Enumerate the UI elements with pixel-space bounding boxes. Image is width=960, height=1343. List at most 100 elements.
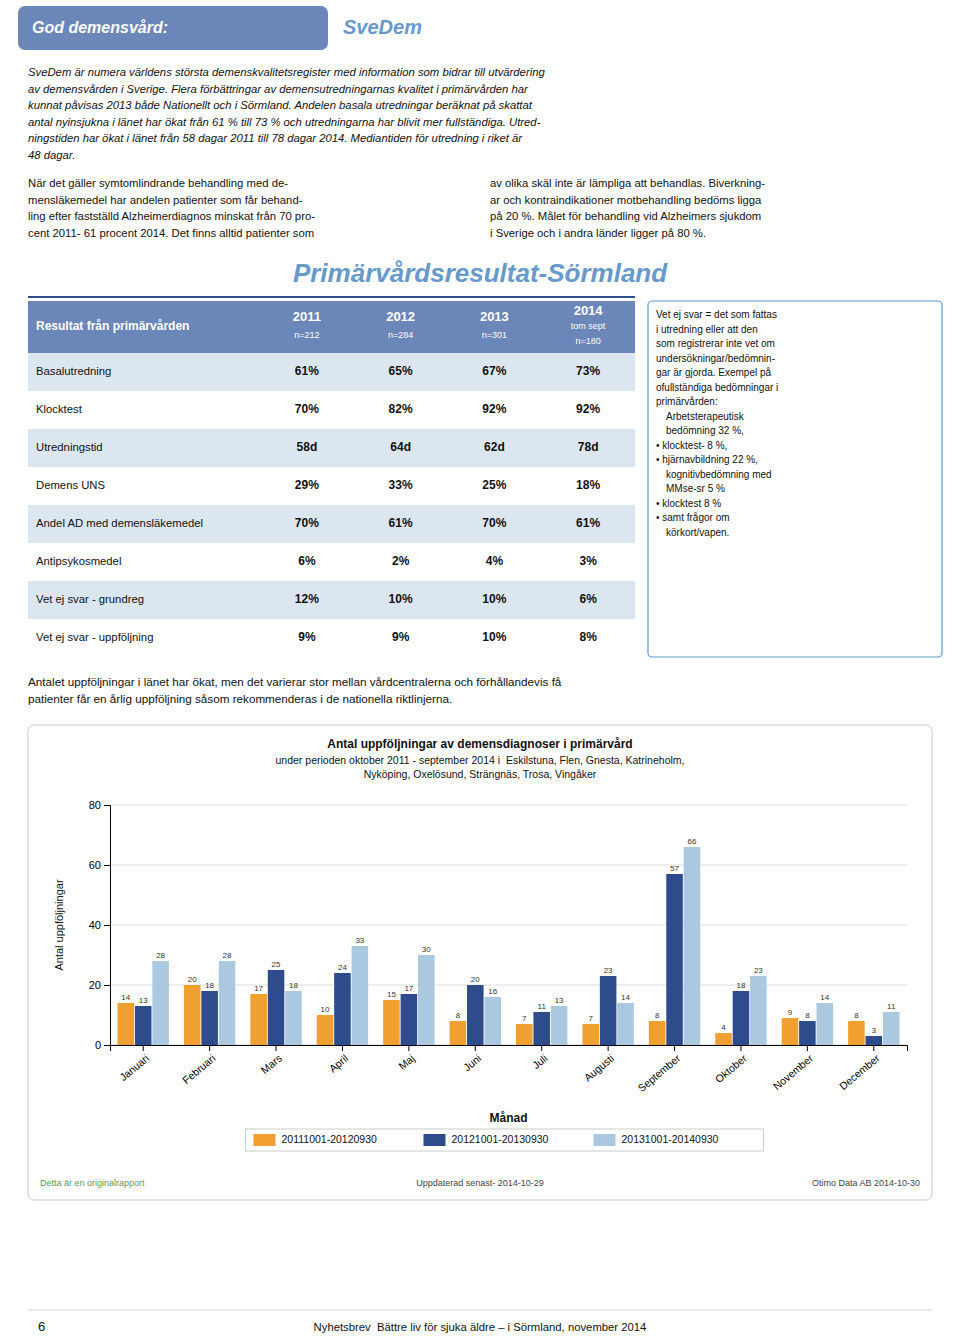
table-cell: 61% [389,516,413,530]
table-header: n=212 [294,330,319,340]
sidebar-text: undersökningar/bedömnin- [656,353,775,364]
table-header: Resultat från primärvården [36,319,189,333]
tick-mark [104,805,110,806]
bar [649,1021,666,1045]
tick: Juli [530,1045,550,1071]
tick: Februari [180,1045,218,1086]
table-header: tom sept [571,321,606,331]
bar [817,1003,834,1045]
data-label: 13 [139,996,148,1005]
bar [866,1036,883,1045]
bar [684,847,701,1045]
tick-mark [143,1045,144,1051]
table-cell: 18% [576,478,600,492]
body-text: i Sverige och i andra länder ligger på 8… [490,227,706,239]
table-cell: 4% [486,554,504,568]
table-cell: 6% [579,592,597,606]
table-cell: Utredningstid [36,441,103,453]
bar [450,1021,467,1045]
tick-mark [873,1045,874,1051]
tick: Augusti [581,1045,616,1083]
tick: Januari [117,1045,151,1083]
data-label: 23 [604,966,613,975]
tick: April [327,1045,351,1074]
body-text: mensläkemedel har andelen patienter som … [28,194,303,206]
table-cell: Vet ej svar - grundreg [36,593,144,605]
chart-box [28,725,932,1200]
sidebar-text: bedömning 32 %, [666,425,744,436]
data-label: 17 [254,984,263,993]
table-cell: 10% [389,592,413,606]
legend-swatch [594,1134,616,1146]
sidebar-text: körkort/vapen. [666,527,729,538]
sidebar-text: i utredning eller att den [656,324,758,335]
table-cell: 62d [484,440,505,454]
table-cell: Demens UNS [36,479,106,491]
table-row-background [28,619,635,657]
tick: 0 [95,1039,110,1051]
bar [750,976,767,1045]
tick: 60 [89,859,110,871]
grid-line [110,805,907,806]
data-label: 4 [721,1023,726,1032]
bar [617,1003,634,1045]
data-label: 8 [854,1011,859,1020]
page-number: 6 [38,1319,45,1334]
data-label: 25 [272,960,281,969]
tick: 20 [89,979,110,991]
legend: 20111001-2012093020121001-20130930201310… [246,1129,764,1151]
bar [250,994,267,1045]
data-label: 15 [387,990,396,999]
body-text: patienter får en årlig uppföljning såsom… [28,692,452,705]
sidebar-text: • hjärnavbildning 22 %, [656,454,758,465]
bar [268,970,285,1045]
table-row-background [28,505,635,543]
data-label: 20 [471,975,480,984]
tick-mark [541,1045,542,1051]
table-row-background [28,391,635,429]
table-cell: 65% [389,364,413,378]
sidebar-text: Vet ej svar = det som fattas [656,309,777,320]
table-cell: 12% [295,592,319,606]
data-label: 66 [688,837,697,846]
table-cell: 82% [389,402,413,416]
grid [110,805,907,1045]
bar [551,1006,568,1045]
table-cell: Basalutredning [36,365,111,377]
tick: Oktober [713,1045,750,1085]
bar [516,1024,533,1045]
data-label: 17 [404,984,413,993]
page: God demensvård:SveDemSveDem är numera vä… [0,0,960,1343]
data-label: 3 [872,1026,877,1035]
table-cell: 61% [576,516,600,530]
tick: November [770,1045,815,1092]
bar [334,973,351,1045]
tick-mark [104,1045,110,1046]
chart-subtitle: under perioden oktober 2011 - september … [276,754,685,766]
chart-footer: Uppdaterad senast- 2014-10-29 [416,1178,544,1188]
table-cell: 58d [297,440,318,454]
tick-mark [104,985,110,986]
table-cell: 73% [576,364,600,378]
table-cell: 29% [295,478,319,492]
data-label: 14 [820,993,829,1002]
body-text: Antalet uppföljningar i länet har ökat, … [28,675,562,688]
legend-entry: 20121001-20130930 [452,1133,549,1145]
sidebar-text: • klocktest 8 % [656,498,721,509]
body-text: SveDem är numera världens största demens… [28,66,545,78]
table-cell: 9% [392,630,410,644]
header-background [18,6,328,50]
tick-mark [674,1045,675,1051]
table-cell: 92% [482,402,506,416]
section-title: Primärvårdsresultat-Sörmland [293,258,668,288]
body-text: När det gäller symtomlindrande behandlin… [28,177,288,189]
data-label: 18 [737,981,746,990]
tick: September [635,1045,682,1094]
table-header: n=180 [575,336,600,346]
table-cell: Andel AD med demensläkemedel [36,517,203,529]
table-cell: 61% [295,364,319,378]
tick-mark [104,925,110,926]
data-label: 11 [887,1002,896,1011]
bar [383,1000,400,1045]
bar [733,991,750,1045]
